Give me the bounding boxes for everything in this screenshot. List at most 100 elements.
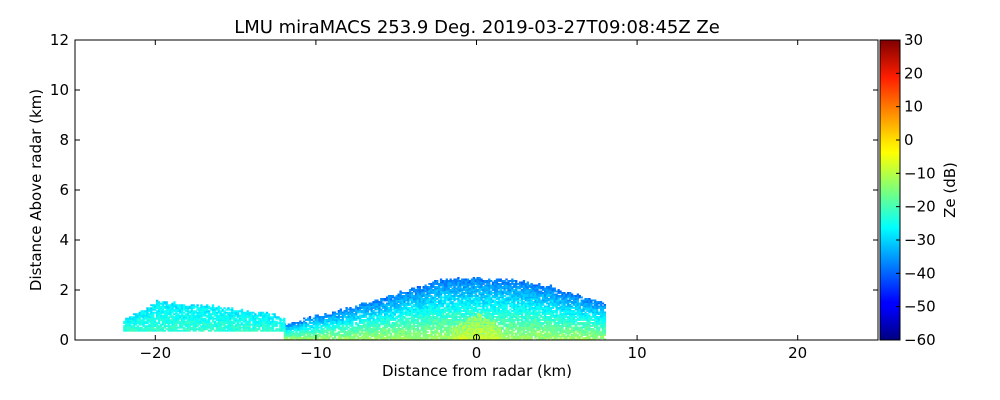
echo-cell (159, 317, 163, 320)
echo-cell (403, 317, 406, 320)
echo-cell (536, 304, 539, 306)
echo-cell (316, 328, 319, 330)
echo-cell (447, 289, 450, 291)
echo-cell (451, 322, 454, 324)
echo-cell (310, 331, 314, 333)
echo-cell (182, 311, 186, 314)
echo-cell (436, 314, 439, 317)
echo-cell (482, 293, 485, 296)
echo-cell (161, 308, 165, 311)
echo-cell (368, 308, 371, 311)
echo-cell (453, 310, 456, 312)
echo-cell (383, 332, 387, 335)
echo-cell (449, 310, 452, 312)
echo-cell (486, 317, 489, 320)
echo-cell (376, 328, 379, 330)
echo-cell (470, 305, 474, 308)
echo-cell (509, 308, 512, 311)
echo-cell (341, 329, 344, 332)
echo-cell (343, 332, 346, 335)
echo-cell (484, 302, 487, 305)
echo-cell (536, 311, 539, 314)
echo-cell (468, 287, 472, 290)
echo-cell (341, 338, 344, 340)
echo-cell (445, 284, 448, 287)
echo-cell (362, 334, 366, 336)
echo-cell (412, 299, 416, 302)
echo-cell (449, 284, 452, 287)
echo-cell (524, 317, 528, 320)
echo-cell (580, 311, 583, 314)
echo-cell (391, 331, 395, 333)
echo-cell (378, 335, 381, 338)
echo-cell (136, 314, 139, 317)
echo-cell (464, 317, 468, 320)
echo-cell (594, 310, 597, 312)
echo-cell (322, 316, 325, 318)
echo-cell (553, 322, 556, 324)
echo-cell (441, 311, 445, 314)
echo-cell (497, 307, 501, 309)
echo-cell (123, 325, 126, 328)
echo-cell (175, 326, 178, 329)
echo-cell (561, 298, 564, 300)
echo-cell (443, 281, 447, 284)
echo-cell (360, 322, 364, 324)
echo-cell (382, 338, 385, 340)
echo-cell (410, 305, 414, 308)
echo-cell (503, 317, 506, 320)
echo-cell (491, 313, 495, 315)
echo-cell (513, 332, 516, 335)
echo-cell (430, 313, 433, 315)
echo-cell (532, 295, 535, 297)
echo-cell (441, 292, 445, 294)
echo-cell (445, 337, 448, 339)
echo-cell (407, 314, 410, 317)
echo-cell (163, 323, 166, 326)
echo-cell (534, 320, 537, 323)
echo-cell (524, 319, 528, 321)
echo-cell (503, 320, 506, 323)
echo-cell (524, 289, 528, 291)
echo-cell (357, 307, 360, 309)
echo-cell (163, 314, 166, 317)
echo-cell (439, 308, 443, 311)
echo-cell (138, 329, 141, 332)
echo-cell (516, 314, 520, 317)
echo-cell (513, 311, 516, 314)
echo-cell (530, 298, 533, 300)
echo-cell (445, 338, 448, 340)
echo-cell (418, 323, 422, 326)
echo-cell (355, 317, 358, 320)
echo-cell (407, 317, 410, 320)
echo-cell (555, 317, 558, 320)
echo-cell (516, 311, 520, 314)
echo-cell (428, 317, 431, 320)
echo-cell (509, 304, 512, 306)
echo-cell (148, 317, 151, 320)
echo-cell (547, 313, 551, 315)
echo-cell (511, 305, 514, 308)
echo-cell (182, 329, 186, 332)
echo-cell (169, 307, 172, 310)
echo-cell (436, 332, 439, 335)
echo-cell (482, 314, 485, 317)
echo-cell (374, 335, 377, 338)
echo-cell (376, 323, 379, 326)
echo-cell (584, 314, 587, 317)
echo-cell (339, 316, 342, 318)
echo-cell (430, 289, 433, 291)
echo-cell (522, 290, 526, 293)
echo-cell (578, 317, 581, 320)
echo-cell (459, 287, 462, 290)
echo-cell (528, 326, 531, 329)
echo-cell (132, 316, 136, 319)
echo-cell (526, 301, 529, 303)
echo-cell (358, 328, 362, 330)
echo-cell (343, 313, 346, 315)
echo-cell (532, 328, 535, 330)
echo-cell (437, 325, 441, 327)
echo-cell (584, 311, 587, 314)
echo-cell (403, 311, 406, 314)
echo-cell (572, 298, 576, 300)
